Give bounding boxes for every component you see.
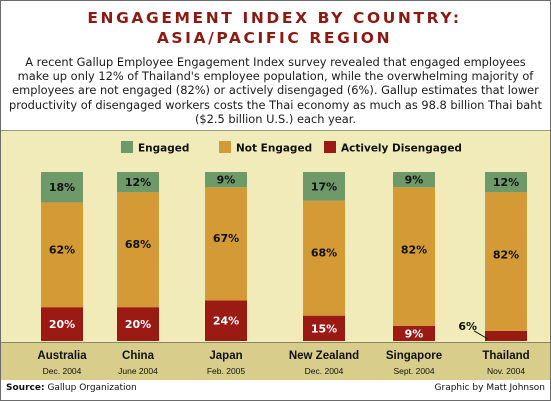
data-label-thailand-engaged: 12% bbox=[493, 176, 519, 189]
data-label-singapore-actively-disengaged: 9% bbox=[405, 327, 424, 340]
bar-china-engaged bbox=[117, 172, 159, 193]
data-label-japan-not-engaged: 67% bbox=[213, 232, 239, 245]
category-label-thailand: Thailand bbox=[482, 350, 529, 362]
data-label-japan-engaged: 9% bbox=[217, 174, 236, 187]
bar-singapore-actively-disengaged bbox=[393, 325, 435, 341]
category-label-new-zealand: New Zealand bbox=[289, 350, 359, 362]
bar-china-not-engaged bbox=[117, 192, 159, 308]
bar-australia-engaged bbox=[41, 172, 83, 203]
data-label-singapore-engaged: 9% bbox=[405, 174, 424, 187]
bar-china-actively-disengaged bbox=[117, 307, 159, 341]
category-label-singapore: Singapore bbox=[386, 350, 442, 362]
legend-swatch-engaged bbox=[121, 141, 133, 153]
source-value: Gallup Organization bbox=[47, 383, 137, 393]
data-label-japan-actively-disengaged: 24% bbox=[213, 315, 239, 328]
category-label-australia: Australia bbox=[37, 350, 87, 362]
category-date-new-zealand: Dec. 2004 bbox=[305, 366, 344, 376]
data-label-thailand-not-engaged: 82% bbox=[493, 249, 519, 262]
data-label-singapore-not-engaged: 82% bbox=[401, 244, 427, 257]
bar-australia-not-engaged bbox=[41, 202, 83, 308]
category-date-japan: Feb. 2005 bbox=[207, 366, 246, 376]
legend-label-actively-disengaged: Actively Disengaged bbox=[341, 143, 462, 155]
data-label-australia-engaged: 18% bbox=[49, 181, 75, 194]
leader-line-thailand bbox=[473, 330, 489, 340]
bar-japan-not-engaged bbox=[205, 187, 247, 301]
legend-swatch-actively-disengaged bbox=[324, 141, 336, 153]
category-date-china: June 2004 bbox=[118, 366, 158, 376]
category-date-thailand: Nov. 2004 bbox=[487, 366, 525, 376]
data-label-china-actively-disengaged: 20% bbox=[125, 318, 151, 331]
graphic-credit: Graphic by Matt Johnson bbox=[434, 383, 545, 393]
bar-australia-actively-disengaged bbox=[41, 307, 83, 341]
bar-singapore-not-engaged bbox=[393, 187, 435, 326]
category-axis-band bbox=[1, 342, 550, 380]
bar-singapore-engaged bbox=[393, 172, 435, 188]
bar-thailand-engaged bbox=[485, 172, 527, 193]
data-label-new-zealand-engaged: 17% bbox=[311, 180, 337, 193]
data-label-china-not-engaged: 68% bbox=[125, 238, 151, 251]
chart-title-line-2: ASIA/PACIFIC REGION bbox=[156, 29, 393, 47]
data-label-new-zealand-not-engaged: 68% bbox=[311, 246, 337, 259]
data-label-thailand-actively-disengaged: 6% bbox=[458, 320, 477, 333]
bar-japan-engaged bbox=[205, 172, 247, 188]
category-label-china: China bbox=[122, 350, 155, 362]
stacked-bar-chart: Engaged Not Engaged Actively Disengaged 20%… bbox=[37, 141, 530, 376]
bar-new-zealand-not-engaged bbox=[303, 200, 345, 316]
source-note: Source: Gallup Organization bbox=[6, 383, 137, 393]
bar-japan-actively-disengaged bbox=[205, 300, 247, 341]
legend-label-engaged: Engaged bbox=[138, 143, 189, 155]
intro-paragraph: A recent Gallup Employee Engagement Inde… bbox=[9, 55, 542, 126]
bar-thailand-actively-disengaged bbox=[485, 330, 527, 341]
legend-swatch-not-engaged bbox=[219, 141, 231, 153]
data-label-australia-actively-disengaged: 20% bbox=[49, 318, 75, 331]
data-label-new-zealand-actively-disengaged: 15% bbox=[311, 322, 337, 335]
data-label-australia-not-engaged: 62% bbox=[49, 244, 75, 257]
category-date-singapore: Sept. 2004 bbox=[393, 366, 434, 376]
bar-thailand-not-engaged bbox=[485, 192, 527, 331]
category-date-australia: Dec. 2004 bbox=[43, 366, 82, 376]
chart-background bbox=[1, 130, 550, 343]
data-label-china-engaged: 12% bbox=[125, 176, 151, 189]
bar-new-zealand-engaged bbox=[303, 172, 345, 201]
legend-label-not-engaged: Not Engaged bbox=[236, 143, 312, 155]
bar-new-zealand-actively-disengaged bbox=[303, 315, 345, 341]
source-label: Source: bbox=[6, 383, 45, 393]
category-label-japan: Japan bbox=[209, 350, 242, 362]
chart-title-line-1: ENGAGEMENT INDEX BY COUNTRY: bbox=[87, 9, 462, 27]
